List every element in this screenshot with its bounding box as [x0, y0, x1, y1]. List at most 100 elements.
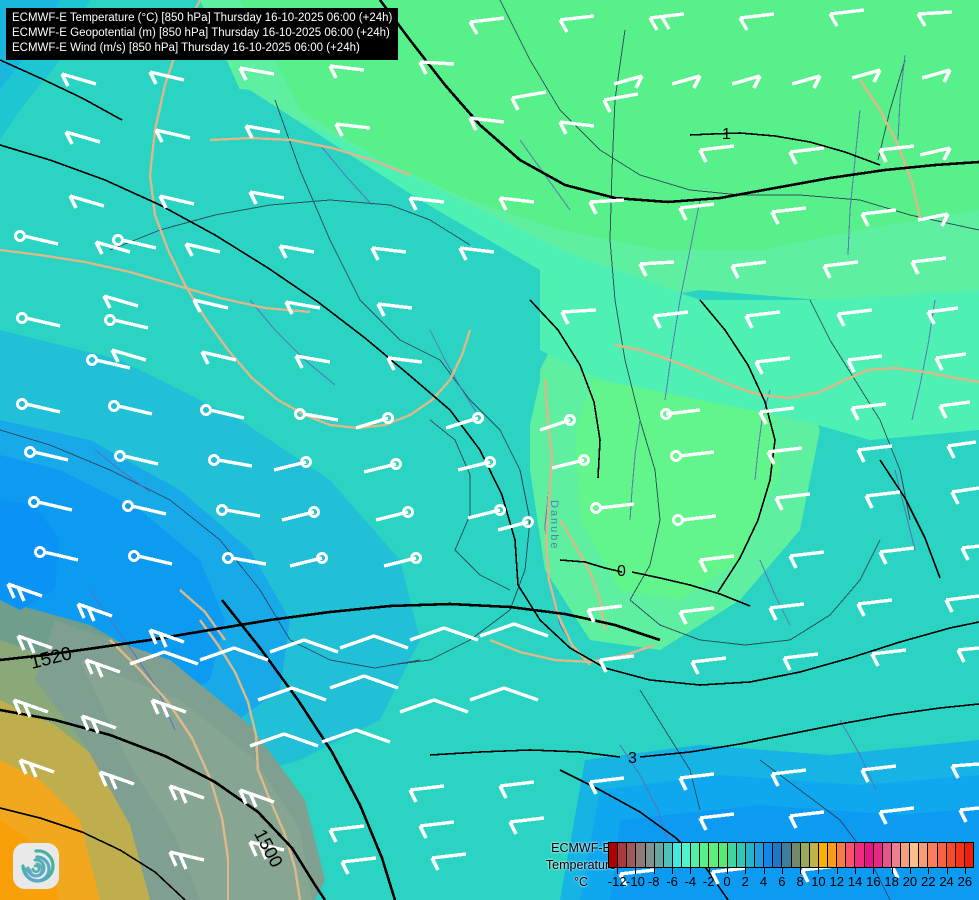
colorbar-tick — [964, 868, 966, 874]
colorbar-tick-label: -10 — [626, 874, 645, 889]
colorbar-swatch — [964, 843, 973, 867]
colorbar-swatch — [773, 843, 783, 867]
colorbar-tick-label: -8 — [647, 874, 660, 889]
colorbar-swatch — [709, 843, 719, 867]
title-line-wind: ECMWF-E Wind (m/s) [850 hPa] Thursday 16… — [12, 42, 360, 54]
colorbar-tick — [928, 868, 930, 874]
colorbar-swatch — [919, 843, 929, 867]
colorbar-swatch — [873, 843, 883, 867]
colorbar-tick-label: 8 — [796, 874, 804, 889]
colorbar-swatch — [654, 843, 664, 867]
colorbar-tick-label: 20 — [902, 874, 918, 889]
temp-patch-left — [0, 500, 60, 610]
temp-band-green-core2 — [575, 355, 780, 600]
colorbar-swatch — [901, 843, 911, 867]
colorbar-swatch — [809, 843, 819, 867]
temp-band-grey-shelf2 — [80, 660, 312, 900]
cyclone-spiral-icon — [21, 849, 55, 883]
cyclone-spiral-logo[interactable] — [13, 843, 59, 889]
isotherms — [0, 59, 979, 900]
colorbar-tick-label: 26 — [957, 874, 973, 889]
colorbar-swatch — [627, 843, 637, 867]
colorbar-tick-label: 6 — [778, 874, 786, 889]
colorbar-tick-label: 0 — [723, 874, 731, 889]
colorbar-tick-label: 2 — [741, 874, 749, 889]
colorbar-tick — [745, 868, 747, 874]
temp-band-teal-mid — [300, 120, 979, 440]
colorbar-tick — [708, 868, 710, 874]
colorbar-swatch — [755, 843, 765, 867]
colorbar-swatch — [928, 843, 938, 867]
colorbar-tick-label: 24 — [939, 874, 954, 889]
colorbar-swatch — [618, 843, 628, 867]
colorbar-tick — [836, 868, 838, 874]
colorbar-swatch — [636, 843, 646, 867]
colorbar-swatch — [882, 843, 892, 867]
colorbar-tick — [800, 868, 802, 874]
colorbar-swatch — [764, 843, 774, 867]
temperature-colorbar-legend: ECMWF-E Temperature °C -12 -10 -8 -6 -4 -2 0 2 4… — [532, 838, 979, 900]
colorbar-swatch — [782, 843, 792, 867]
colorbar-tick — [781, 868, 783, 874]
colorbar-tick — [617, 868, 619, 874]
colorbar-tick — [635, 868, 637, 874]
colorbar-tick-label: 22 — [921, 874, 936, 889]
colorbar-swatch — [910, 843, 920, 867]
colorbar-swatch — [645, 843, 655, 867]
colorbar-swatch — [946, 843, 956, 867]
colorbar-swatch — [727, 843, 737, 867]
colorbar-tick — [946, 868, 948, 874]
colorbar-tick-labels: -12 -10 -8 -6 -4 -2 0 2 4 6 8 10 12 14 16 18 20 22 24 26 — [608, 874, 974, 892]
colorbar-swatch — [800, 843, 810, 867]
wind-barbs — [6, 8, 979, 887]
colorbar-swatches[interactable] — [608, 842, 974, 868]
colorbar-tick-label: 14 — [847, 874, 863, 889]
colorbar-tick — [653, 868, 655, 874]
colorbar-swatch — [609, 843, 619, 867]
colorbar-swatch — [818, 843, 828, 867]
legend-model-label: ECMWF-E — [551, 841, 611, 855]
colorbar-swatch — [682, 843, 692, 867]
colorbar-tick — [855, 868, 857, 874]
colorbar-tick-label: 16 — [866, 874, 881, 889]
colorbar-swatch — [745, 843, 755, 867]
colorbar-swatch — [700, 843, 710, 867]
colorbar-tick-label: 4 — [759, 874, 768, 889]
colorbar-tick — [726, 868, 728, 874]
colorbar-swatch — [837, 843, 847, 867]
colorbar-tick — [909, 868, 911, 874]
colorbar-swatch — [828, 843, 838, 867]
colorbar-swatch — [791, 843, 801, 867]
colorbar-ticks — [608, 868, 974, 876]
colorbar-tick — [873, 868, 875, 874]
colorbar-swatch — [672, 843, 682, 867]
colorbar-tick-label: 10 — [811, 874, 826, 889]
colorbar-tick — [763, 868, 765, 874]
colorbar-swatch — [846, 843, 856, 867]
colorbar-tick — [690, 868, 692, 874]
legend-variable-label: Temperature — [545, 858, 617, 872]
colorbar-swatch — [937, 843, 947, 867]
colorbar-tick-label: -6 — [666, 874, 678, 889]
colorbar-swatch — [855, 843, 865, 867]
title-line-geopotential: ECMWF-E Geopotential (m) [850 hPa] Thurs… — [12, 27, 390, 39]
title-line-temperature: ECMWF-E Temperature (°C) [850 hPa] Thurs… — [12, 12, 393, 24]
legend-unit-label: °C — [573, 875, 589, 889]
colorbar-tick — [891, 868, 893, 874]
colorbar-swatch — [663, 843, 673, 867]
colorbar-tick-label: 12 — [829, 874, 844, 889]
colorbar-swatch — [691, 843, 701, 867]
colorbar-swatch — [736, 843, 746, 867]
colorbar-swatch — [955, 843, 965, 867]
colorbar-swatch — [864, 843, 874, 867]
colorbar-tick-label: -12 — [607, 874, 627, 889]
colorbar-tick-label: -2 — [702, 874, 715, 889]
colorbar-tick — [672, 868, 674, 874]
map-title-box: ECMWF-E Temperature (°C) [850 hPa] Thurs… — [6, 8, 399, 60]
colorbar-tick — [818, 868, 820, 874]
